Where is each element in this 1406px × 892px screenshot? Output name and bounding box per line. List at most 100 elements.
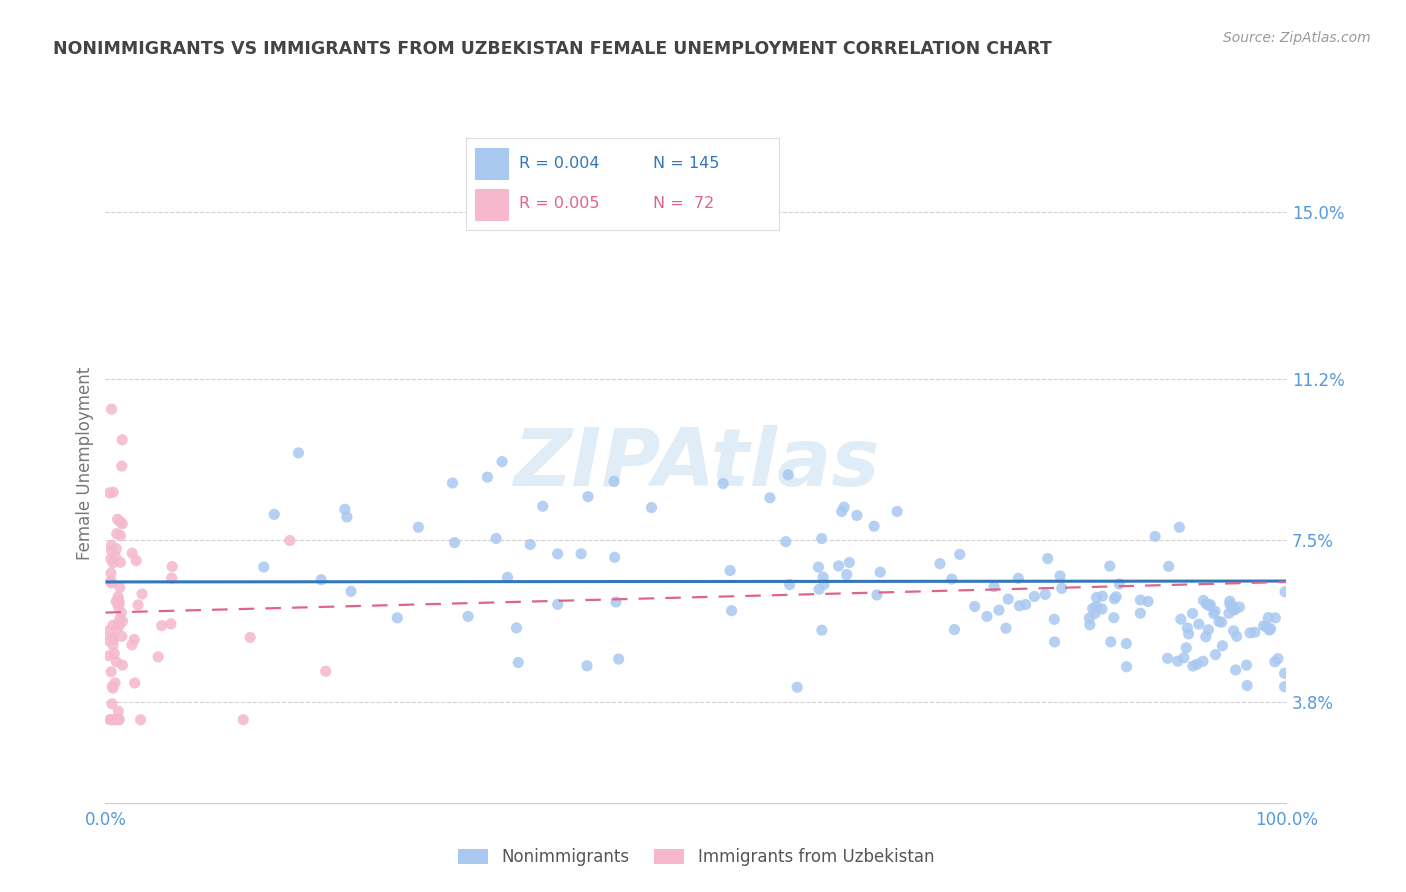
Point: [121, 546, 143, 560]
Point: [108, 617, 131, 632]
Point: [869, 565, 891, 579]
Point: [100, 551, 122, 566]
Point: [547, 597, 569, 611]
Point: [1173, 650, 1195, 665]
Point: [315, 665, 337, 679]
Point: [1156, 651, 1178, 665]
Point: [976, 609, 998, 624]
Point: [1014, 598, 1036, 612]
Point: [107, 599, 129, 614]
Point: [443, 535, 465, 549]
Point: [1008, 599, 1031, 613]
Point: [1236, 658, 1258, 673]
Point: [101, 697, 124, 711]
Point: [103, 647, 125, 661]
Point: [110, 515, 132, 529]
Point: [1129, 593, 1152, 607]
Point: [811, 623, 834, 637]
Point: [1177, 621, 1199, 635]
Point: [101, 631, 124, 645]
Point: [1188, 617, 1211, 632]
Point: [105, 594, 128, 608]
Point: [287, 446, 309, 460]
Point: [1197, 623, 1219, 637]
Point: [1091, 589, 1114, 603]
Point: [111, 614, 134, 628]
Point: [1108, 577, 1130, 591]
Point: [107, 616, 129, 631]
Point: [1211, 615, 1233, 629]
Point: [340, 584, 363, 599]
Point: [100, 665, 122, 679]
Point: [1049, 569, 1071, 583]
Point: [1170, 612, 1192, 626]
Point: [127, 598, 149, 612]
Point: [807, 560, 830, 574]
Point: [838, 556, 860, 570]
Point: [508, 656, 530, 670]
Point: [98, 486, 121, 500]
Text: Source: ZipAtlas.com: Source: ZipAtlas.com: [1223, 31, 1371, 45]
Point: [1105, 590, 1128, 604]
Point: [160, 616, 183, 631]
Point: [1253, 619, 1275, 633]
Point: [1274, 666, 1296, 681]
Point: [111, 629, 134, 643]
Point: [1219, 594, 1241, 608]
Point: [387, 611, 409, 625]
Point: [131, 587, 153, 601]
Point: [1198, 599, 1220, 613]
Point: [1195, 597, 1218, 611]
Point: [1208, 615, 1230, 629]
Point: [107, 512, 129, 526]
Point: [110, 555, 132, 569]
Point: [1260, 622, 1282, 636]
Point: [263, 508, 285, 522]
Point: [1024, 590, 1046, 604]
Point: [1078, 611, 1101, 625]
Point: [983, 580, 1005, 594]
Point: [1211, 639, 1233, 653]
Point: [845, 508, 868, 523]
Point: [111, 516, 134, 531]
Point: [1204, 604, 1226, 618]
Point: [1236, 679, 1258, 693]
Point: [640, 500, 662, 515]
Point: [519, 537, 541, 551]
Point: [775, 534, 797, 549]
Point: [1222, 603, 1244, 617]
Point: [1256, 620, 1278, 634]
Point: [98, 648, 121, 663]
Point: [576, 658, 599, 673]
Point: [778, 467, 800, 482]
Point: [124, 632, 146, 647]
Point: [1081, 601, 1104, 615]
Point: [101, 679, 124, 693]
Point: [111, 458, 134, 473]
Point: [1225, 663, 1247, 677]
Point: [1223, 602, 1246, 616]
Point: [108, 612, 131, 626]
Point: [107, 704, 129, 718]
Point: [1192, 654, 1215, 668]
Point: [827, 558, 849, 573]
Point: [531, 500, 554, 514]
Point: [239, 631, 262, 645]
Point: [1222, 599, 1244, 614]
Point: [779, 577, 801, 591]
Point: [832, 500, 855, 515]
Point: [457, 609, 479, 624]
Point: [569, 547, 592, 561]
Point: [150, 618, 173, 632]
Point: [253, 560, 276, 574]
Point: [607, 652, 630, 666]
Point: [1181, 659, 1204, 673]
Text: ZIPAtlas: ZIPAtlas: [513, 425, 879, 503]
Point: [97, 633, 120, 648]
Y-axis label: Female Unemployment: Female Unemployment: [76, 368, 94, 560]
Point: [278, 533, 301, 548]
Point: [232, 713, 254, 727]
Point: [336, 510, 359, 524]
Point: [160, 571, 183, 585]
Point: [309, 573, 332, 587]
